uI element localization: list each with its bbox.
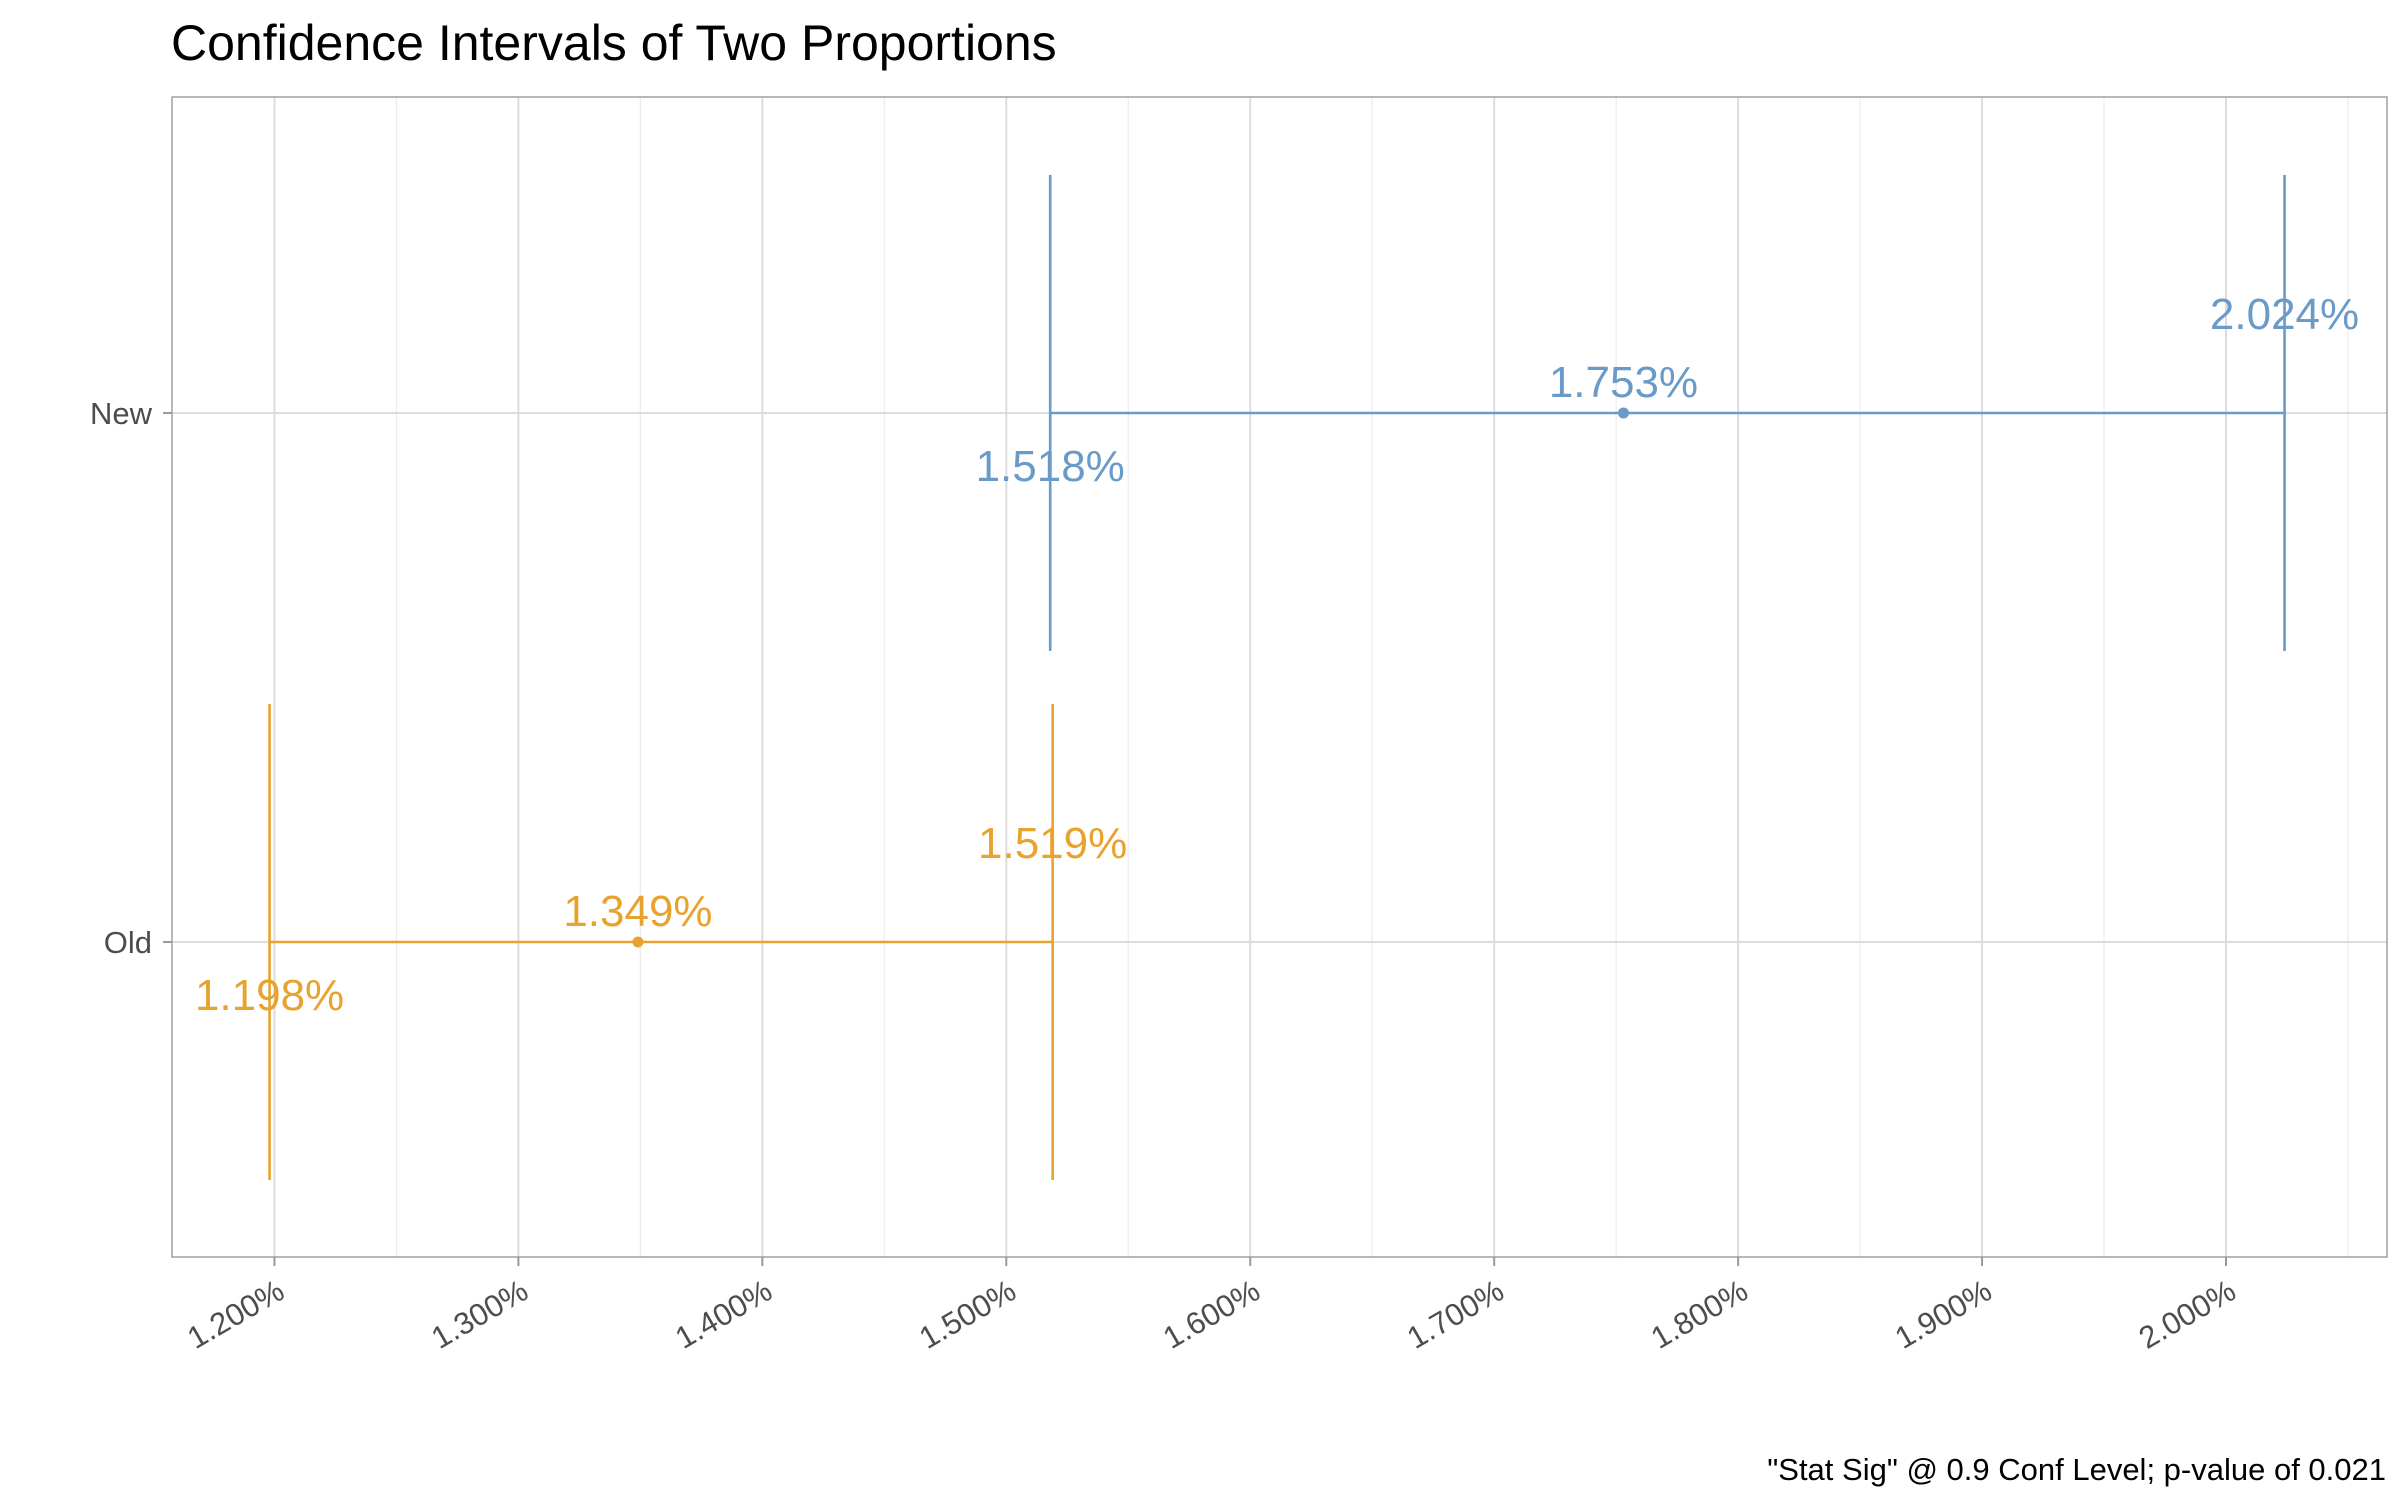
- axes: 1.200% 1.300% 1.400% 1.500% 1.600% 1.700% 1.80…: [90, 396, 2242, 1356]
- y-tick-label: New: [90, 396, 153, 431]
- x-tick-label: 1.800%: [1645, 1273, 1754, 1356]
- x-tick-label: 1.700%: [1401, 1273, 1510, 1356]
- lower-bound-label: 1.198%: [195, 971, 344, 1020]
- estimate-label: 1.753%: [1549, 358, 1698, 407]
- upper-bound-label: 2.024%: [2210, 290, 2359, 339]
- x-tick-label: 1.600%: [1157, 1273, 1266, 1356]
- x-tick-label: 1.200%: [181, 1273, 290, 1356]
- chart-caption: "Stat Sig" @ 0.9 Conf Level; p-value of …: [1767, 1452, 2386, 1487]
- estimate-label: 1.349%: [563, 887, 712, 936]
- upper-bound-label: 1.519%: [978, 819, 1127, 868]
- x-tick-label: 2.000%: [2133, 1273, 2242, 1356]
- chart-title: Confidence Intervals of Two Proportions: [171, 15, 1057, 71]
- x-tick-label: 1.400%: [669, 1273, 778, 1356]
- plot-panel: [171, 96, 2388, 1258]
- estimate-point: [1617, 407, 1629, 419]
- series: 1.753% 1.518% 2.024% 1.349% 1.198% 1.519%: [195, 175, 2359, 1180]
- lower-bound-label: 1.518%: [976, 442, 1125, 491]
- x-tick-label: 1.900%: [1889, 1273, 1998, 1356]
- grid: [172, 97, 2387, 1257]
- x-tick-label: 1.500%: [913, 1273, 1022, 1356]
- x-tick-label: 1.300%: [425, 1273, 534, 1356]
- y-tick-label: Old: [104, 925, 152, 960]
- estimate-point: [632, 936, 644, 948]
